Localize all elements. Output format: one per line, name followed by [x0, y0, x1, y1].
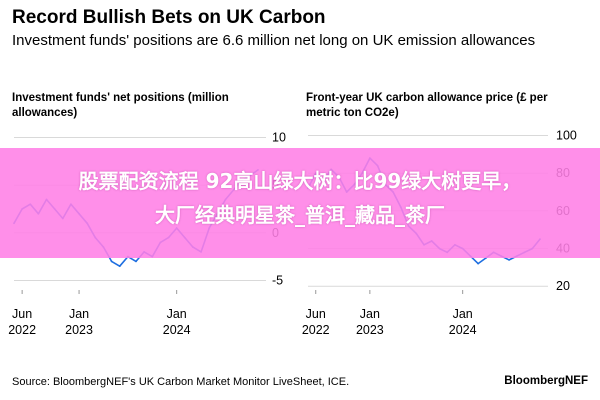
left-x-tick-year: 2023 — [65, 323, 93, 337]
left-x-tick-year: 2022 — [8, 323, 36, 337]
right-x-tick-year: 2022 — [302, 323, 330, 337]
left-x-tick-month: Jun — [12, 307, 32, 321]
right-x-tick-month: Jan — [360, 307, 380, 321]
page-title: Record Bullish Bets on UK Carbon — [12, 7, 326, 28]
left-data-point — [135, 260, 137, 263]
overlay-text-line-2: 大厂经典明星茶_普洱_藏品_茶厂 — [155, 203, 445, 227]
right-x-tick-month: Jan — [453, 307, 473, 321]
right-chart-title: Front-year UK carbon allowance price (£ … — [306, 92, 548, 119]
page-subtitle: Investment funds' positions are 6.6 mill… — [12, 32, 536, 49]
right-x-tick-year: 2024 — [449, 323, 477, 337]
overlay-text-line-1: 股票配资流程 92高山绿大树：比99绿大树更早， — [78, 169, 522, 193]
right-y-tick-label: 100 — [556, 129, 577, 143]
left-x-tick-year: 2024 — [163, 323, 191, 337]
left-data-point — [110, 260, 113, 263]
left-y-tick-label: 10 — [272, 131, 286, 145]
left-x-tick-month: Jan — [167, 307, 187, 321]
brand-logo-text: BloombergNEF — [504, 375, 588, 387]
right-data-point — [508, 258, 510, 261]
right-x-tick-year: 2023 — [356, 323, 384, 337]
right-data-point — [477, 262, 480, 265]
left-data-point — [118, 265, 121, 268]
left-chart-title: Investment funds' net positions (million… — [12, 92, 229, 119]
overlay-banner — [0, 148, 600, 258]
source-note: Source: BloombergNEF's UK Carbon Market … — [12, 376, 350, 388]
left-x-tick-month: Jan — [69, 307, 89, 321]
left-y-tick-label: -5 — [272, 273, 283, 287]
right-y-tick-label: 20 — [556, 279, 570, 293]
right-x-tick-month: Jun — [306, 307, 326, 321]
